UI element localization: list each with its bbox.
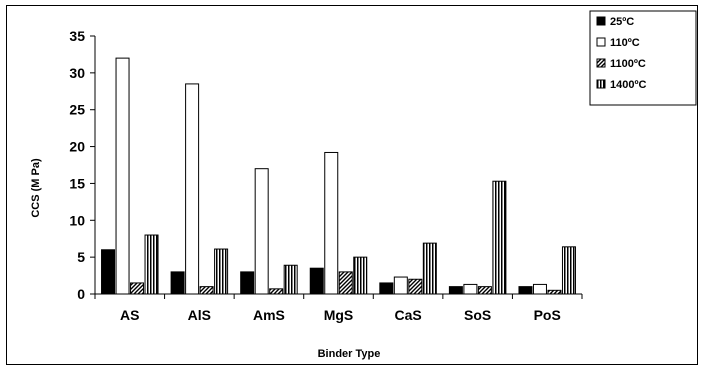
- y-tick-label: 25: [69, 102, 85, 118]
- bar-AS-series-2: [131, 283, 144, 294]
- x-tick-label: PoS: [534, 307, 561, 323]
- bar-MgS-series-2: [339, 272, 352, 294]
- bar-PoS-series-2: [548, 290, 561, 294]
- legend-label: 110ºC: [610, 37, 640, 49]
- bar-SoS-series-1: [464, 284, 477, 294]
- bar-AmS-series-3: [284, 265, 297, 294]
- legend-swatch: [597, 59, 605, 67]
- bar-AmS-series-1: [255, 169, 268, 294]
- x-tick-label: AmS: [253, 307, 285, 323]
- bar-CaS-series-2: [409, 279, 422, 294]
- bar-AS-series-3: [145, 235, 158, 294]
- bar-MgS-series-3: [354, 257, 367, 294]
- y-axis-label: CCS (M Pa): [30, 158, 42, 218]
- x-tick-label: CaS: [394, 307, 421, 323]
- y-tick-label: 5: [77, 249, 85, 265]
- y-tick-label: 35: [69, 28, 85, 44]
- bar-CaS-series-0: [380, 283, 393, 294]
- legend-swatch: [597, 80, 605, 88]
- bar-AlS-series-3: [215, 249, 228, 294]
- y-tick-label: 0: [77, 286, 85, 302]
- x-tick-label: AlS: [188, 307, 211, 323]
- bar-SoS-series-3: [493, 181, 506, 294]
- bar-PoS-series-0: [519, 287, 532, 294]
- legend-swatch: [597, 38, 605, 46]
- bar-AmS-series-2: [270, 289, 283, 294]
- bar-MgS-series-0: [310, 268, 323, 294]
- x-tick-label: SoS: [464, 307, 491, 323]
- bar-PoS-series-3: [562, 247, 575, 294]
- bar-AS-series-0: [102, 250, 115, 294]
- bar-AmS-series-0: [241, 272, 254, 294]
- bar-PoS-series-1: [533, 284, 546, 294]
- x-axis: AS AlS AmS MgS CaS SoS PoS: [95, 294, 582, 323]
- y-tick-label: 20: [69, 139, 85, 155]
- legend-label: 25ºC: [610, 16, 634, 28]
- bar-AlS-series-2: [200, 287, 213, 294]
- x-axis-label: Binder Type: [318, 348, 381, 360]
- legend-label: 1400ºC: [610, 79, 646, 91]
- bar-SoS-series-0: [449, 287, 462, 294]
- bar-AlS-series-1: [186, 84, 199, 294]
- legend-label: 1100ºC: [610, 58, 646, 70]
- bar-AlS-series-0: [171, 272, 184, 294]
- y-tick-label: 10: [69, 212, 85, 228]
- x-tick-label: AS: [120, 307, 139, 323]
- bar-SoS-series-2: [478, 287, 491, 294]
- x-tick-label: MgS: [324, 307, 354, 323]
- bar-CaS-series-3: [423, 243, 436, 294]
- bars: [102, 58, 576, 294]
- y-tick-label: 15: [69, 175, 85, 191]
- legend: 25ºC 110ºC 1100ºC 1400ºC: [590, 11, 696, 105]
- bar-MgS-series-1: [325, 152, 338, 294]
- legend-swatch: [597, 17, 605, 25]
- y-axis: 0 5 10 15 20 25 30 35: [69, 28, 95, 302]
- bar-CaS-series-1: [394, 277, 407, 294]
- y-tick-label: 30: [69, 65, 85, 81]
- bar-AS-series-1: [116, 58, 129, 294]
